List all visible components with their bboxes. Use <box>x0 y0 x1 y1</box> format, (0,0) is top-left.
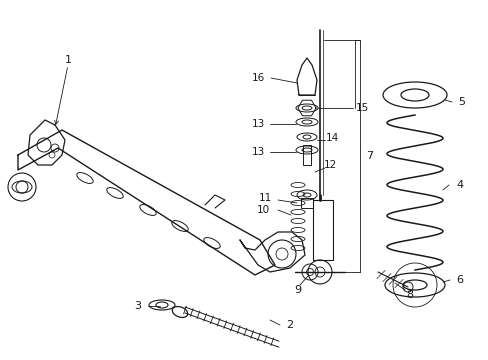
Text: 2: 2 <box>286 320 293 330</box>
Bar <box>301 198 312 208</box>
Bar <box>312 200 332 260</box>
Text: 13: 13 <box>251 119 264 129</box>
Text: 15: 15 <box>355 103 368 113</box>
Text: 9: 9 <box>294 285 301 295</box>
Text: 1: 1 <box>64 55 71 65</box>
Text: 16: 16 <box>251 73 264 83</box>
Text: 10: 10 <box>256 205 269 215</box>
Text: 11: 11 <box>258 193 271 203</box>
Text: 4: 4 <box>455 180 463 190</box>
Text: 7: 7 <box>366 151 373 161</box>
Text: 14: 14 <box>325 133 338 143</box>
Text: 6: 6 <box>456 275 463 285</box>
Text: 3: 3 <box>134 301 141 311</box>
Bar <box>303 145 310 165</box>
Bar <box>290 180 305 258</box>
Text: 5: 5 <box>458 97 465 107</box>
Text: 13: 13 <box>251 147 264 157</box>
Text: 8: 8 <box>406 290 413 300</box>
Text: 12: 12 <box>323 160 336 170</box>
